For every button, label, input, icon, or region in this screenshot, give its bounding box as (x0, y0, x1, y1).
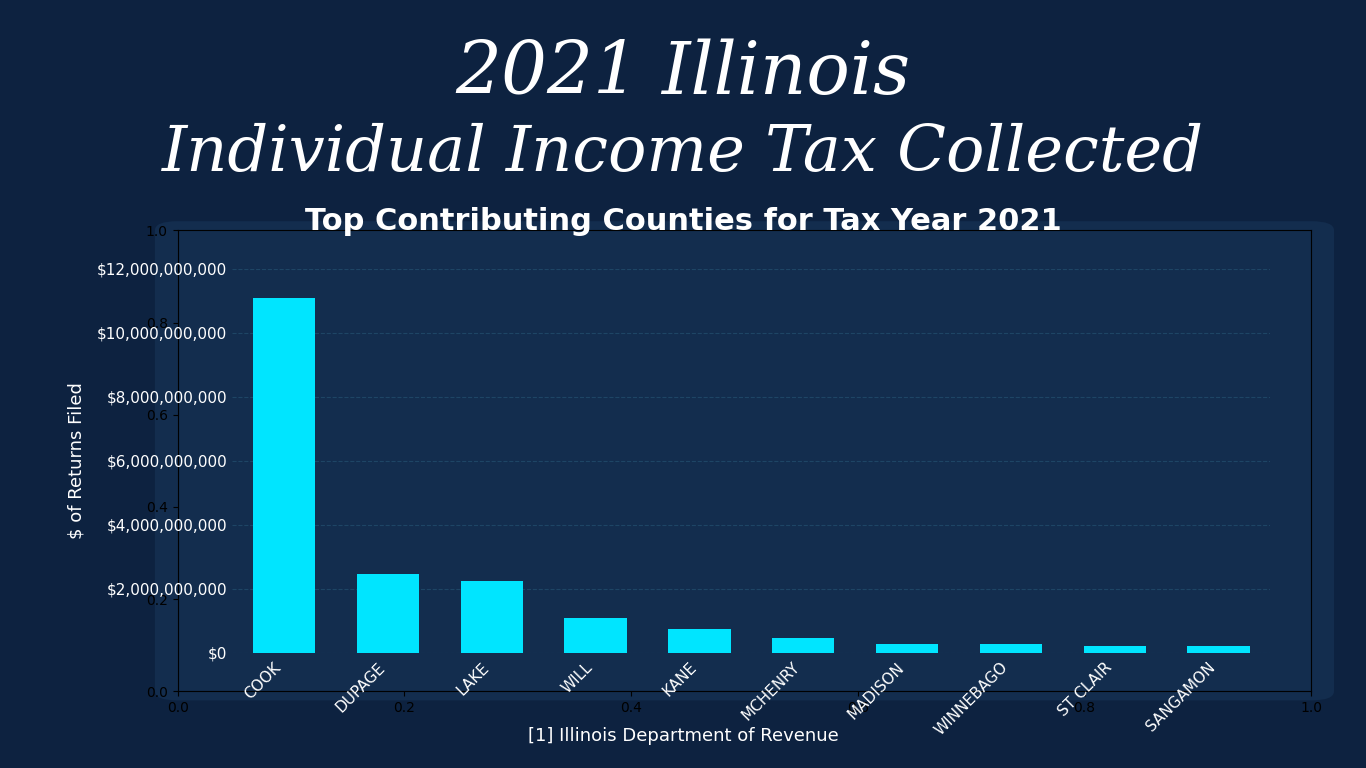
Bar (772, 638, 835, 653)
Y-axis label: $ of Returns Filed: $ of Returns Filed (68, 382, 86, 539)
Text: 2021 Illinois: 2021 Illinois (455, 38, 911, 109)
Bar (460, 581, 523, 653)
Bar (1187, 646, 1250, 653)
Text: Top Contributing Counties for Tax Year 2021: Top Contributing Counties for Tax Year 2… (305, 207, 1061, 237)
Bar (1083, 646, 1146, 653)
Bar (668, 629, 731, 653)
Text: [1] Illinois Department of Revenue: [1] Illinois Department of Revenue (527, 727, 839, 745)
Bar (979, 644, 1042, 653)
Bar (357, 574, 419, 653)
Text: Individual Income Tax Collected: Individual Income Tax Collected (163, 123, 1203, 184)
Bar (253, 297, 316, 653)
Bar (564, 617, 627, 653)
FancyBboxPatch shape (154, 221, 1335, 700)
Bar (876, 644, 938, 653)
